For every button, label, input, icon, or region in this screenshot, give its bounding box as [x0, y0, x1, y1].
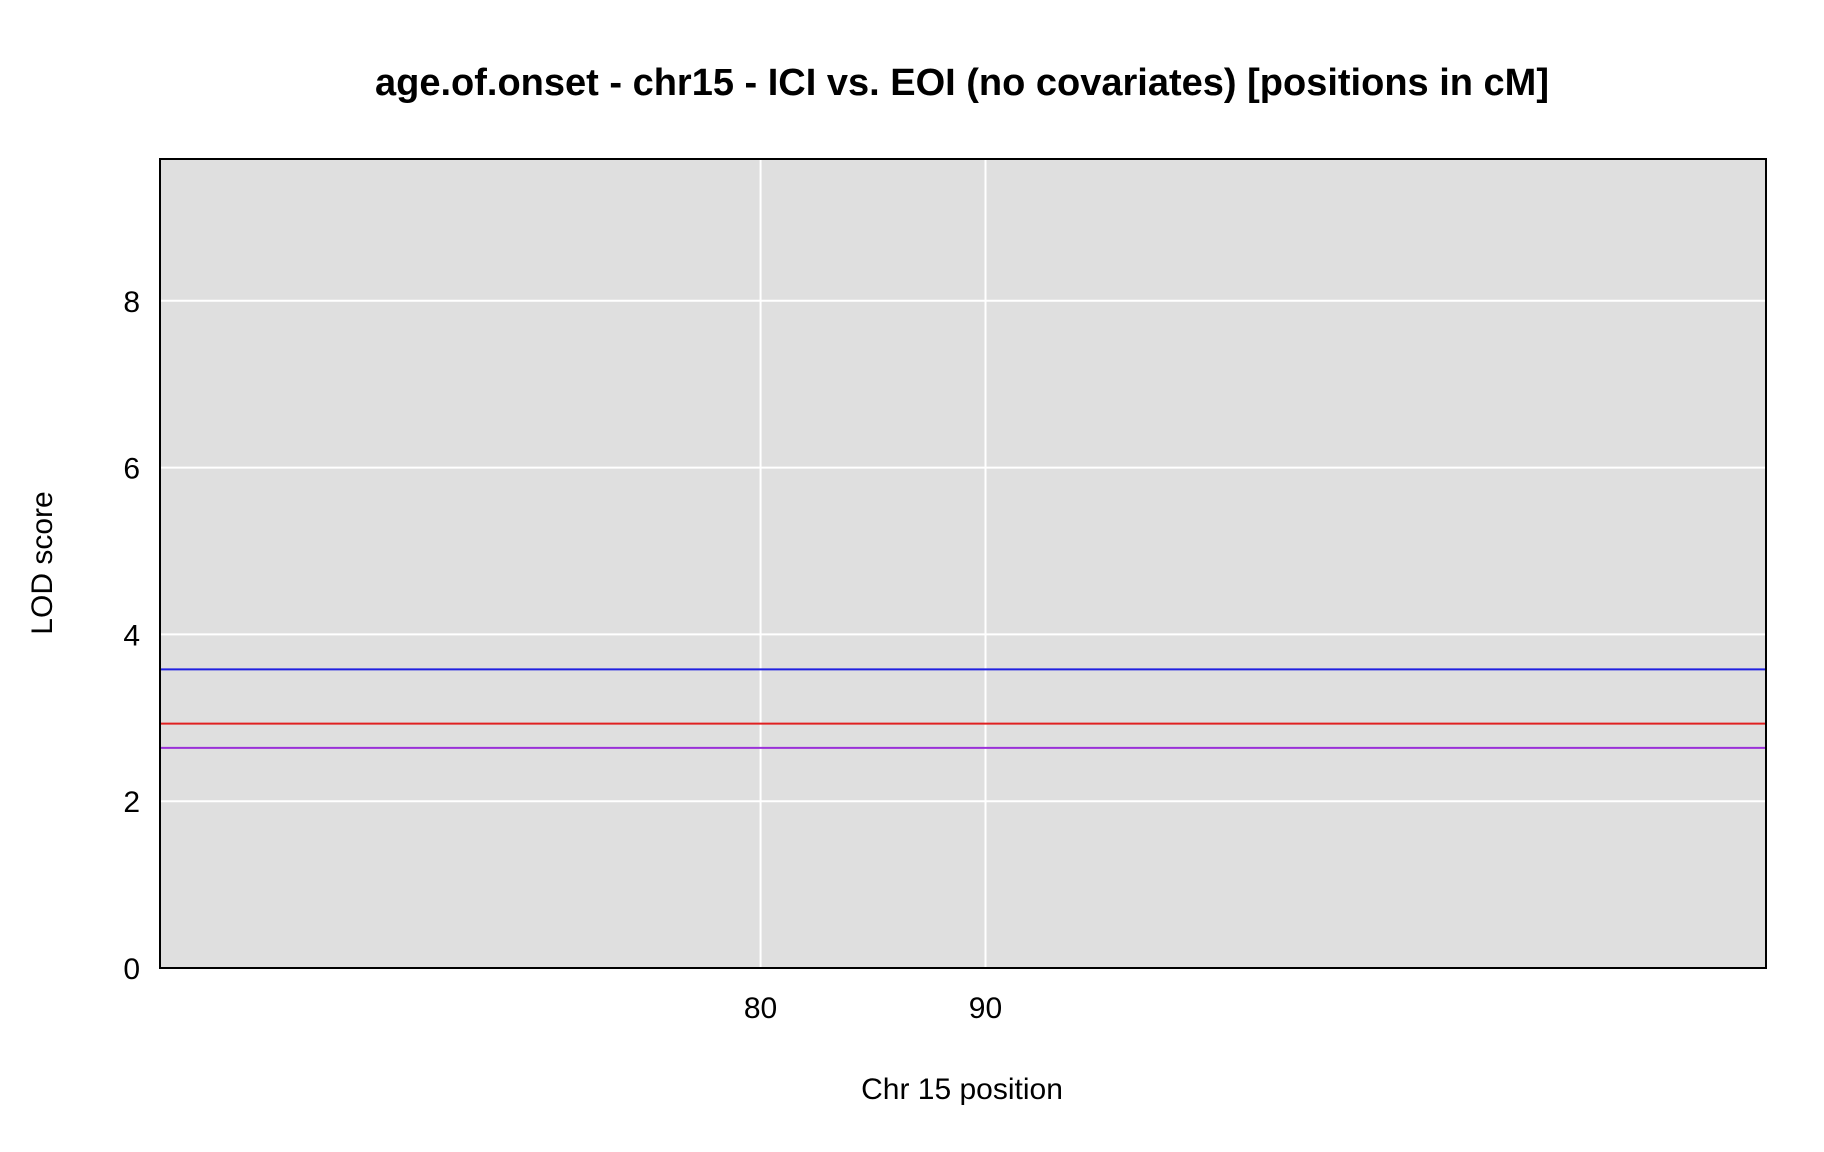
y-tick-label-8: 8	[123, 286, 140, 319]
y-tick-label-0: 0	[123, 953, 140, 986]
threshold-lines	[160, 668, 1766, 749]
x-tick-labels: 80 90	[744, 992, 1002, 1025]
grid-lines	[160, 159, 1766, 968]
y-tick-label-2: 2	[123, 786, 140, 819]
x-axis-label: Chr 15 position	[861, 1073, 1063, 1106]
x-tick-label-90: 90	[969, 992, 1002, 1025]
y-axis-label: LOD score	[26, 491, 59, 634]
x-tick-label-80: 80	[744, 992, 777, 1025]
plot-frame	[159, 158, 1767, 969]
plot-background	[160, 159, 1766, 968]
y-tick-labels: 0 2 4 6 8	[123, 286, 140, 986]
y-tick-label-6: 6	[123, 453, 140, 486]
chart-title: age.of.onset - chr15 - ICI vs. EOI (no c…	[375, 62, 1549, 104]
y-tick-label-4: 4	[123, 619, 140, 652]
